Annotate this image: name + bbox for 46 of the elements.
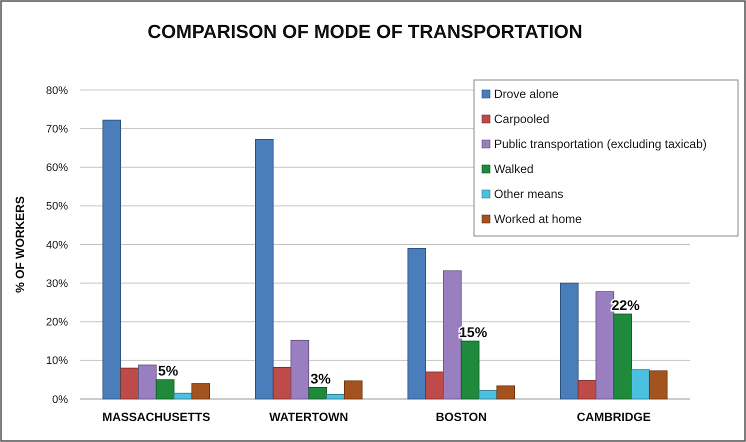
chart-title: COMPARISON OF MODE OF TRANSPORTATION (148, 22, 582, 43)
bar (272, 366, 292, 400)
bar (156, 379, 174, 400)
y-axis-title: % OF WORKERS (13, 196, 27, 293)
bar (496, 385, 516, 400)
bar (308, 387, 327, 400)
bar (138, 364, 157, 400)
data-label: 5% (158, 362, 179, 379)
bar (613, 314, 632, 400)
y-tick-label: 70% (46, 123, 68, 136)
y-tick-label: 50% (46, 200, 68, 213)
bar (407, 248, 426, 400)
bar (478, 390, 498, 400)
bar (191, 383, 210, 400)
bar (344, 380, 363, 400)
y-tick-label: 10% (46, 355, 68, 368)
legend-label: Drove alone (494, 87, 560, 102)
legend-label: Worked at home (494, 212, 582, 226)
legend-label: Carpooled (494, 112, 550, 126)
bar (290, 340, 310, 400)
legend-label: Public transportation (excluding taxicab) (494, 137, 707, 152)
bar (460, 340, 480, 400)
bar (578, 380, 596, 400)
bar (560, 282, 579, 400)
legend-label: Walked (494, 162, 534, 176)
y-tick-label: 40% (46, 239, 68, 252)
x-tick-label: CAMBRIDGE (576, 410, 651, 424)
bar (648, 370, 668, 400)
legend-label: Other means (494, 187, 564, 202)
x-tick-label: BOSTON (436, 410, 487, 424)
bar (443, 270, 462, 400)
bar (174, 392, 192, 400)
bar (120, 368, 139, 400)
bar (425, 372, 444, 400)
bar (102, 120, 122, 400)
bar (631, 369, 650, 400)
y-tick-label: 60% (46, 162, 68, 174)
y-tick-label: 80% (46, 84, 68, 97)
bar (326, 394, 345, 400)
x-tick-label: WATERTOWN (269, 410, 348, 424)
bar (254, 139, 274, 400)
y-tick-label: 30% (46, 278, 68, 290)
data-label: 3% (310, 370, 332, 386)
y-tick-label: 20% (46, 316, 68, 329)
x-tick-label: MASSACHUSETTS (102, 410, 210, 424)
y-tick-label: 0% (52, 394, 68, 406)
